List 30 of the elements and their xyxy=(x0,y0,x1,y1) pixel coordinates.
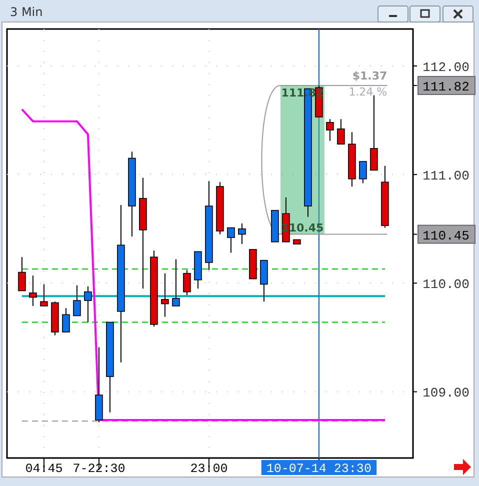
candlestick xyxy=(227,227,235,254)
candlestick xyxy=(73,284,81,316)
y-tick-label: 110.45 xyxy=(422,228,470,244)
candlestick xyxy=(62,308,70,333)
candlestick xyxy=(18,256,26,292)
candlestick xyxy=(40,284,48,306)
candlestick xyxy=(260,260,268,302)
y-tick-label: 112.00 xyxy=(422,60,470,75)
candlestick xyxy=(370,94,378,171)
chart-title: 3 Min xyxy=(10,5,43,19)
candlestick xyxy=(238,222,246,245)
y-tick-label: 110.00 xyxy=(422,277,470,292)
y-tick-label: 111.82 xyxy=(422,79,470,94)
annotation: $1.37 xyxy=(352,69,388,82)
x-tick-label: 04:45 xyxy=(25,462,63,476)
y-tick-label: 111.00 xyxy=(422,168,470,184)
candlestick xyxy=(29,275,37,306)
x-tick-label: 23:00 xyxy=(190,462,228,476)
line-series xyxy=(20,108,386,421)
y-tick-label: 109.00 xyxy=(422,386,470,401)
candlestick xyxy=(337,118,345,145)
candlestick xyxy=(172,258,180,306)
candlestick xyxy=(161,272,169,318)
candlestick xyxy=(326,118,334,142)
x-tick-label: 7-22:30 xyxy=(72,462,126,476)
candlestick xyxy=(183,270,191,296)
annotation: 1.24 % xyxy=(348,85,388,98)
candlestick xyxy=(359,161,367,184)
x-tick-label: 10-07-14 23:30 xyxy=(266,462,372,476)
candlestick xyxy=(84,286,92,323)
